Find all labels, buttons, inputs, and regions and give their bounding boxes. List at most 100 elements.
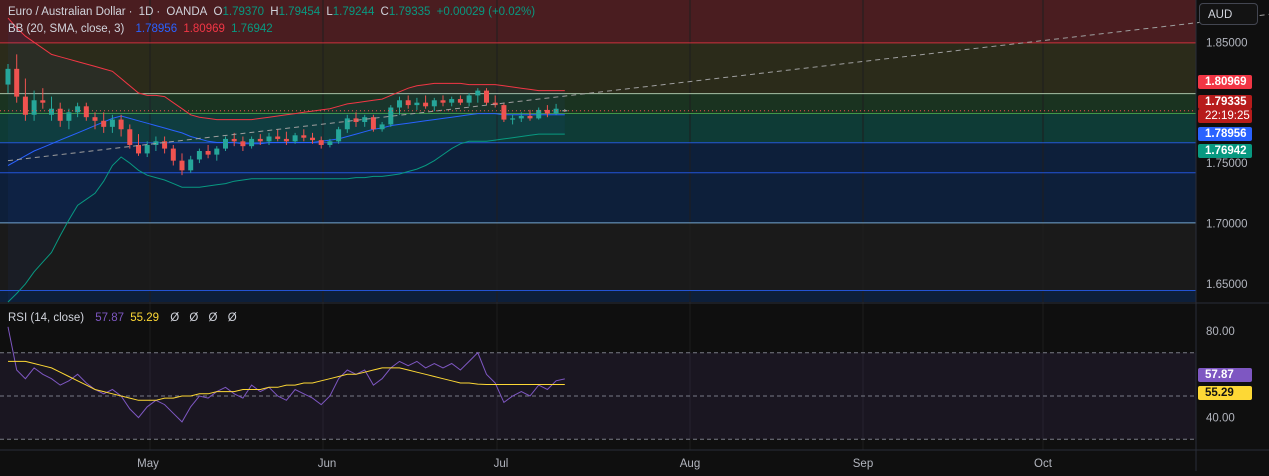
price-tick: 1.65000	[1206, 279, 1248, 291]
zone-teal	[0, 113, 1196, 143]
candle-body	[223, 138, 228, 149]
candle-body	[162, 141, 168, 149]
candle-body	[66, 112, 72, 121]
candle-body	[214, 148, 220, 155]
candle-body	[475, 90, 481, 96]
candle-body	[249, 138, 255, 147]
candle-body	[231, 138, 237, 142]
zone-gray	[0, 222, 1196, 291]
last-price-tag: 1.79335	[1198, 95, 1252, 109]
bollinger-fill	[8, 18, 565, 302]
candle-body	[449, 99, 455, 103]
candle-body	[466, 95, 472, 103]
candle-body	[101, 120, 107, 127]
currency-button[interactable]: AUD	[1199, 3, 1258, 25]
candle-body	[353, 118, 359, 123]
zone-red-upper	[0, 0, 1196, 43]
candle-body	[544, 109, 550, 114]
trendline-dashed	[7, 13, 1269, 162]
candle-body	[144, 144, 150, 154]
candle-body	[370, 117, 376, 130]
candle-body	[362, 117, 368, 123]
price-tick: 1.70000	[1206, 218, 1248, 230]
candle-body	[431, 100, 437, 107]
candle-body	[423, 102, 429, 107]
time-label: Jun	[318, 458, 337, 470]
bb-upper-value: 1.80969	[183, 23, 225, 35]
time-label: Sep	[853, 458, 873, 470]
symbol-name: Euro / Australian Dollar	[8, 6, 126, 18]
candle-body	[336, 129, 342, 142]
rsi-tick: 80.00	[1206, 326, 1235, 338]
candle-body	[75, 106, 81, 113]
candle-body	[283, 138, 289, 142]
candle-body	[310, 137, 315, 141]
lower-band-tag: 1.76942	[1198, 144, 1252, 158]
candle-body	[83, 106, 89, 118]
rsi-pane	[0, 302, 1269, 440]
candle-body	[518, 115, 524, 119]
bb-lower-value: 1.76942	[231, 23, 273, 35]
rsi-label: RSI (14, close)	[8, 312, 85, 324]
candle-body	[292, 135, 298, 142]
candle-body	[388, 107, 394, 125]
time-label: Jul	[494, 458, 509, 470]
bb-basis-value: 1.78956	[135, 23, 178, 35]
grid	[149, 0, 1044, 450]
bb-lower-line	[7, 133, 565, 303]
zone-bottom	[0, 290, 1196, 302]
candle-body	[109, 119, 115, 127]
rsi-line	[7, 326, 565, 423]
low-value: 1.79244	[332, 6, 375, 18]
candle-body	[501, 105, 507, 120]
horizontal-levels	[0, 42, 1196, 292]
candle-body	[22, 96, 28, 115]
high-label: H	[270, 6, 279, 18]
candle-body	[457, 99, 463, 103]
rsi-extra-2: Ø	[189, 312, 199, 324]
candle-body	[440, 100, 446, 103]
candle-body	[49, 108, 54, 115]
basis-tag: 1.78956	[1198, 127, 1252, 141]
open-value: 1.79370	[222, 6, 265, 18]
candle-body	[205, 151, 211, 155]
rsi-value: 57.87	[95, 312, 125, 324]
candle-body	[327, 141, 333, 145]
countdown-tag: 22:19:25	[1198, 109, 1252, 123]
candle-body	[405, 100, 411, 106]
symbol-interval: 1D	[138, 6, 154, 18]
candle-body	[275, 136, 281, 139]
candle-body	[257, 138, 263, 142]
candle-body	[188, 159, 194, 171]
time-label: Aug	[680, 458, 700, 470]
symbol-legend[interactable]: Euro / Australian Dollar · 1D · OANDA O1.7…	[8, 6, 536, 18]
candle-body	[484, 90, 489, 103]
rsi-tag: 57.87	[1198, 368, 1252, 382]
candle-body	[57, 108, 63, 121]
bb-upper-line	[7, 17, 565, 121]
time-label: May	[137, 458, 159, 470]
rsi-tick: 40.00	[1206, 413, 1235, 425]
low-label: L	[326, 6, 333, 18]
price-tick: 1.85000	[1206, 37, 1248, 49]
rsi-legend[interactable]: RSI (14, close) 57.87 55.29 Ø Ø Ø Ø	[8, 311, 240, 325]
candle-body	[170, 148, 176, 161]
symbol-exchange: OANDA	[166, 6, 208, 18]
time-label: Oct	[1034, 458, 1053, 470]
candle-body	[196, 151, 202, 160]
bollinger-bands	[7, 17, 565, 303]
candle-body	[40, 100, 46, 103]
change-value: +0.00029 (+0.02%)	[436, 6, 536, 18]
rsi-ma-value: 55.29	[130, 312, 160, 324]
candle-body	[527, 115, 533, 119]
candle-body	[5, 68, 11, 85]
candle-body	[414, 102, 420, 106]
candle-body	[536, 109, 542, 119]
candle-body	[127, 129, 133, 145]
bb-label: BB (20, SMA, close, 3)	[8, 23, 125, 35]
bb-legend[interactable]: BB (20, SMA, close, 3) 1.78956 1.80969 1…	[8, 22, 276, 36]
candle-body	[266, 136, 272, 142]
candle-body	[510, 118, 516, 120]
